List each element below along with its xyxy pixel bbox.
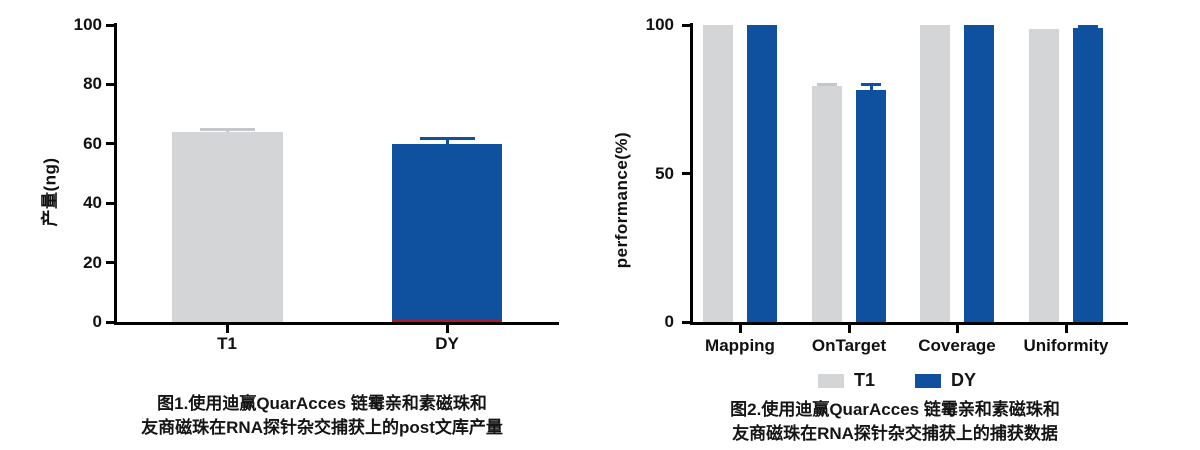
errorbar-dy-whisker xyxy=(446,138,449,144)
bar-dy xyxy=(392,144,502,322)
y-tick xyxy=(106,83,114,86)
y-tick-label: 100 xyxy=(73,15,102,34)
fig1-caption-line1: 图1.使用迪赢QuarAcces 链霉亲和素磁珠和 xyxy=(157,394,487,413)
legend-item-dy: DY xyxy=(915,370,976,391)
fig1-y-axis-label: 产量(ng) xyxy=(40,157,60,227)
y-tick-label: 60 xyxy=(83,134,102,153)
y-tick xyxy=(682,24,690,27)
legend-item-t1: T1 xyxy=(818,370,875,391)
x-tick-label-ontarget: OnTarget xyxy=(811,336,887,355)
fig2-legend: T1 DY xyxy=(818,370,1002,391)
y-tick xyxy=(682,321,690,324)
y-tick-label: 0 xyxy=(664,312,674,331)
x-tick xyxy=(848,325,851,333)
y-tick xyxy=(682,172,690,175)
bar-dy-ontarget xyxy=(856,90,886,322)
fig2-y-axis xyxy=(690,23,693,325)
y-tick-label: 0 xyxy=(92,312,102,331)
legend-swatch-dy xyxy=(915,373,942,388)
x-tick-label-t1: T1 xyxy=(217,334,237,353)
x-tick xyxy=(446,325,449,333)
fig1-y-axis xyxy=(114,23,117,325)
x-tick-label-mapping: Mapping xyxy=(705,336,775,355)
fig1-caption-line2: 友商磁珠在RNA探针杂交捕获上的post文库产量 xyxy=(141,418,503,437)
x-tick-label-uniformity: Uniformity xyxy=(1023,336,1109,355)
errorbar-dy-cap xyxy=(420,137,475,140)
y-tick-label: 50 xyxy=(655,164,674,183)
bar-t1 xyxy=(172,132,283,322)
x-tick xyxy=(739,325,742,333)
bar-dy-coverage xyxy=(964,25,994,322)
bar-dy-base-strip xyxy=(392,319,502,322)
y-tick xyxy=(106,24,114,27)
x-tick-label-coverage: Coverage xyxy=(918,336,996,355)
legend-label-t1: T1 xyxy=(854,370,876,390)
x-tick xyxy=(1065,325,1068,333)
legend-label-dy: DY xyxy=(951,370,977,390)
bar-t1-mapping xyxy=(703,25,733,322)
errorbar-dy-ontarget-cap xyxy=(861,83,881,86)
fig2-x-axis xyxy=(690,322,1128,325)
x-tick xyxy=(226,325,229,333)
legend-swatch-t1 xyxy=(818,373,844,388)
x-tick-label-dy: DY xyxy=(435,334,459,353)
fig2-caption-line2: 友商磁珠在RNA探针杂交捕获上的捕获数据 xyxy=(732,424,1058,443)
fig2-caption-line1: 图2.使用迪赢QuarAcces 链霉亲和素磁珠和 xyxy=(730,400,1060,419)
bar-dy-uniformity xyxy=(1073,28,1103,322)
y-tick xyxy=(106,142,114,145)
y-tick-label: 20 xyxy=(83,253,102,272)
errorbar-t1-cap xyxy=(200,128,255,131)
fig2-y-axis-label: performance(%) xyxy=(612,131,631,269)
errorbar-dy-ontarget-whisker xyxy=(870,84,873,90)
bar-t1-ontarget xyxy=(812,86,842,322)
y-tick-label: 40 xyxy=(83,193,102,212)
errorbar-dy-uniformity-cap xyxy=(1078,25,1098,28)
fig1-caption: 图1.使用迪赢QuarAcces 链霉亲和素磁珠和 友商磁珠在RNA探针杂交捕获… xyxy=(62,392,582,440)
y-tick xyxy=(106,321,114,324)
y-tick xyxy=(106,261,114,264)
bar-dy-mapping xyxy=(747,25,777,322)
errorbar-t1-ontarget-cap xyxy=(817,83,837,86)
y-tick-label: 100 xyxy=(645,15,674,34)
y-tick-label: 80 xyxy=(83,74,102,93)
y-tick xyxy=(106,202,114,205)
fig1-x-axis xyxy=(114,322,559,325)
fig2-caption: 图2.使用迪赢QuarAcces 链霉亲和素磁珠和 友商磁珠在RNA探针杂交捕获… xyxy=(645,398,1145,446)
bar-t1-uniformity xyxy=(1029,29,1059,322)
x-tick xyxy=(956,325,959,333)
bar-t1-coverage xyxy=(920,25,950,322)
